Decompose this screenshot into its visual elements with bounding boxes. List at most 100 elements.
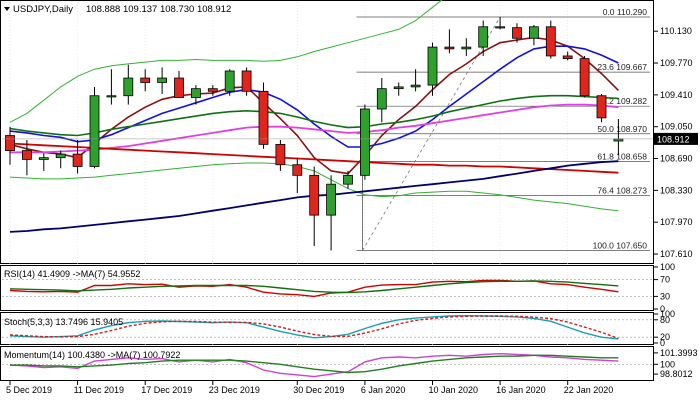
candle-body [529,26,539,39]
candle [495,17,506,30]
x-tick-label: 23 Dec 2019 [209,385,260,395]
indicator-series [9,352,619,378]
overlay-bb_upper [9,0,443,123]
candle [596,93,607,123]
overlay-ema_fast [9,36,619,175]
rsi-label: RSI(14) 41.4909 ->MA(7) 54.9552 [4,269,140,279]
candle-body [545,26,556,57]
y-tick-label: 0 [660,304,665,314]
candle-body [427,46,438,86]
candle [343,170,353,189]
candle-body [410,84,421,88]
overlay-ema_mid [9,45,619,148]
candle-body [157,77,168,83]
candle-body [190,88,201,98]
indicator-series [9,279,619,298]
candle-body [326,183,337,216]
y-tick-label: 110.130 [660,26,692,36]
y-tick-label: 108.690 [660,154,693,164]
x-tick-label: 6 Jan 2020 [361,385,406,395]
indicator-series [10,354,619,374]
candle [410,69,421,92]
main-panel-frame [0,0,654,264]
y-tick-label: 101.3993 [660,348,698,358]
x-tick-label: 17 Dec 2019 [141,385,192,395]
fib-level-label: 38.2 109.282 [597,96,647,106]
momentum-panel-frame [0,346,654,381]
rsi-panel-frame [0,265,654,311]
candle [275,139,286,171]
symbol-header: USDJPY,Daily 108.888 109.137 108.730 108… [4,4,231,15]
candle [38,153,49,171]
candle [309,166,320,247]
y-tick-label: 108.330 [660,185,693,195]
candle-body [72,153,83,167]
stoch-label: Stoch(5,3,3) 13.7496 15.9405 [4,317,123,327]
candle-body [579,58,590,97]
candle-body [359,108,370,176]
candle-body [224,70,235,92]
candle [106,69,117,105]
x-tick-label: 22 Jan 2020 [564,385,614,395]
candle [5,126,15,165]
y-tick-label: 0 [660,338,665,348]
rsi-panel: 100 70 30 0 [2,262,675,314]
candle-body [309,174,320,216]
momentum-label: Momentum(14) 100.4380 ->MA(7) 100.7922 [4,350,180,360]
ohlc-label: 108.888 109.137 108.730 108.912 [86,4,231,15]
candle-body [207,88,218,92]
candle-body [38,157,49,160]
candle-body [562,55,573,59]
candle [376,78,387,123]
candle [562,51,573,61]
symbol-label: USDJPY,Daily [13,4,73,15]
candle [359,104,370,180]
candle [512,23,522,43]
candle [190,85,201,105]
candle-body [461,46,472,50]
candle [292,157,303,194]
y-tick-label: 70 [660,275,670,285]
symbol-dropdown-icon[interactable] [4,7,10,11]
candle-body [258,90,269,145]
candle-body [55,153,66,159]
candle-body [5,135,15,151]
fib-level-label: 61.8 108.658 [597,151,647,161]
candle [55,150,66,169]
candle-body [512,27,522,39]
y-tick-label: 80 [660,315,670,325]
candle-body [21,150,32,160]
y-tick-label: 98.8012 [660,369,693,379]
x-tick-label: 10 Jan 2020 [429,385,479,395]
candle [461,38,472,56]
candle [140,69,151,92]
candle [157,67,168,94]
candle [72,139,83,174]
candle-body [495,26,506,29]
y-tick-label: 109.770 [660,58,693,68]
candle [427,42,438,96]
y-tick-label: 30 [660,291,670,301]
candle [529,24,539,46]
overlay-ma_magenta [10,103,619,154]
candle [258,82,269,149]
fib-level-label: 76.4 108.273 [597,185,647,195]
candle-body [393,86,404,90]
time-axis: 5 Dec 2019 11 Dec 2019 17 Dec 2019 23 Dec 2… [6,381,613,395]
candle [444,29,455,54]
candle-body [376,88,387,110]
y-tick-label: 107.970 [660,217,693,227]
candle [123,64,134,105]
candle [545,20,556,59]
y-tick-label: 100 [660,262,675,272]
overlay-ma_green_dark [9,94,619,137]
last-price-value: 108.912 [657,134,690,144]
indicator-series [9,315,619,340]
candle-body [123,77,134,97]
candle-body [444,46,455,50]
y-tick-label: 107.610 [660,249,693,259]
candle [89,86,100,169]
